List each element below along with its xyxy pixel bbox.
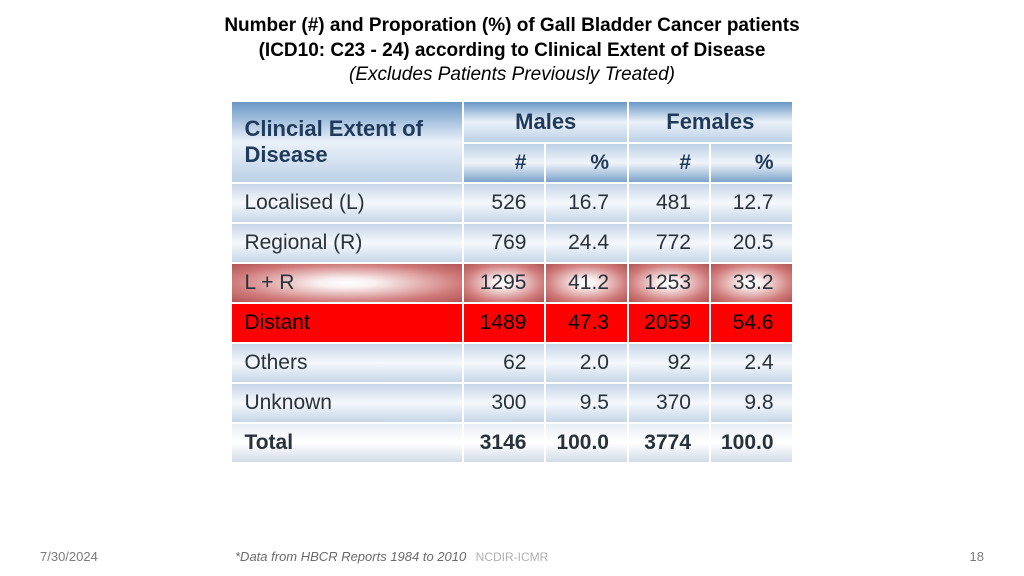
cell-males-pct: 16.7 [546, 184, 627, 222]
cell-females-pct: 9.8 [711, 384, 792, 422]
title-line-2: (ICD10: C23 - 24) according to Clinical … [0, 39, 1024, 64]
title-subtitle: (Excludes Patients Previously Treated) [0, 63, 1024, 88]
cell-females-pct: 33.2 [711, 264, 792, 302]
cell-males-pct: 41.2 [546, 264, 627, 302]
table-row: Regional (R)76924.477220.5 [232, 224, 791, 262]
table-row: Total3146100.03774100.0 [232, 424, 791, 462]
table-body: Localised (L)52616.748112.7Regional (R)7… [232, 184, 791, 462]
cell-females-pct: 12.7 [711, 184, 792, 222]
cell-females-pct: 54.6 [711, 304, 792, 342]
cell-males-pct: 2.0 [546, 344, 627, 382]
cell-males-num: 769 [464, 224, 544, 262]
cell-males-pct: 47.3 [546, 304, 627, 342]
title-block: Number (#) and Proporation (%) of Gall B… [0, 0, 1024, 94]
cell-females-pct: 100.0 [711, 424, 792, 462]
col-header-females-num: # [629, 144, 709, 182]
table-row: L + R129541.2125333.2 [232, 264, 791, 302]
cell-males-num: 62 [464, 344, 544, 382]
cell-males-num: 1489 [464, 304, 544, 342]
footer-center-text: NCDIR-ICMR [0, 550, 1024, 564]
title-line-1: Number (#) and Proporation (%) of Gall B… [0, 14, 1024, 39]
cell-males-pct: 24.4 [546, 224, 627, 262]
cell-label: Regional (R) [232, 224, 462, 262]
footer-date: 7/30/2024 [40, 549, 98, 564]
col-header-males-pct: % [546, 144, 627, 182]
table-container: Clincial Extent of Disease Males Females… [0, 100, 1024, 464]
table-row: Distant148947.3205954.6 [232, 304, 791, 342]
extent-table: Clincial Extent of Disease Males Females… [230, 100, 793, 464]
cell-females-num: 772 [629, 224, 709, 262]
cell-label: Unknown [232, 384, 462, 422]
col-header-females-pct: % [711, 144, 792, 182]
footer-note: *Data from HBCR Reports 1984 to 2010 [235, 549, 466, 564]
col-header-males: Males [464, 102, 627, 142]
table-row: Localised (L)52616.748112.7 [232, 184, 791, 222]
cell-label: Distant [232, 304, 462, 342]
cell-females-num: 3774 [629, 424, 709, 462]
cell-label: Localised (L) [232, 184, 462, 222]
cell-females-num: 1253 [629, 264, 709, 302]
cell-females-num: 92 [629, 344, 709, 382]
footer-page-number: 18 [970, 549, 984, 564]
col-header-label: Clincial Extent of Disease [232, 102, 462, 182]
table-row: Unknown3009.53709.8 [232, 384, 791, 422]
cell-females-num: 481 [629, 184, 709, 222]
cell-males-num: 300 [464, 384, 544, 422]
cell-label: L + R [232, 264, 462, 302]
cell-males-pct: 9.5 [546, 384, 627, 422]
cell-females-pct: 20.5 [711, 224, 792, 262]
cell-females-num: 2059 [629, 304, 709, 342]
cell-males-num: 1295 [464, 264, 544, 302]
cell-label: Total [232, 424, 462, 462]
cell-males-num: 3146 [464, 424, 544, 462]
cell-females-pct: 2.4 [711, 344, 792, 382]
cell-females-num: 370 [629, 384, 709, 422]
col-header-females: Females [629, 102, 792, 142]
cell-label: Others [232, 344, 462, 382]
table-row: Others622.0922.4 [232, 344, 791, 382]
cell-males-num: 526 [464, 184, 544, 222]
col-header-males-num: # [464, 144, 544, 182]
cell-males-pct: 100.0 [546, 424, 627, 462]
